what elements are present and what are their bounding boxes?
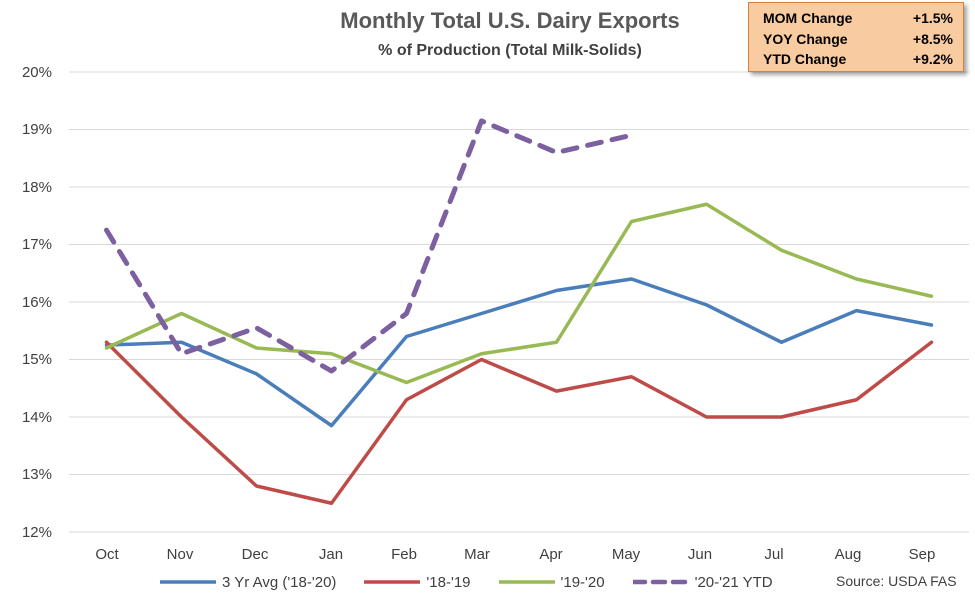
legend-label: 3 Yr Avg ('18-'20) bbox=[222, 573, 337, 591]
x-tick-label: Jul bbox=[764, 546, 784, 563]
x-tick-label: Jun bbox=[687, 546, 713, 563]
legend-label: '19-'20 bbox=[560, 573, 605, 591]
stat-label: YTD Change bbox=[763, 51, 847, 67]
stat-row-yoy: YOY Change +8.5% bbox=[763, 29, 953, 50]
change-summary-box: MOM Change +1.5% YOY Change +8.5% YTD Ch… bbox=[748, 2, 964, 72]
x-tick-label: Sep bbox=[908, 546, 936, 563]
y-tick-label: 13% bbox=[21, 466, 52, 483]
legend-label: '20-'21 YTD bbox=[694, 573, 773, 591]
legend-swatch bbox=[632, 579, 689, 585]
y-tick-label: 17% bbox=[21, 236, 52, 253]
y-tick-label: 12% bbox=[21, 524, 52, 541]
series-line bbox=[104, 202, 934, 385]
x-tick-label: Nov bbox=[166, 546, 194, 563]
x-tick-label: Mar bbox=[464, 546, 490, 563]
x-tick-label: Jan bbox=[318, 546, 344, 563]
chart-legend: 3 Yr Avg ('18-'20) '18-'19 '19-'20 '20-'… bbox=[160, 571, 801, 593]
chart-subtitle: % of Production (Total Milk-Solids) bbox=[378, 42, 642, 59]
x-tick-label: Aug bbox=[834, 546, 862, 563]
x-tick-label: Feb bbox=[391, 546, 417, 563]
stat-value: +8.5% bbox=[912, 30, 953, 47]
y-tick-label: 16% bbox=[21, 294, 52, 311]
stat-value: +1.5% bbox=[912, 10, 953, 26]
y-tick-label: 18% bbox=[21, 179, 52, 196]
series-lines bbox=[104, 118, 934, 505]
y-tick-label: 19% bbox=[21, 121, 52, 138]
y-tick-label: 20% bbox=[21, 64, 52, 81]
x-tick-label: Dec bbox=[241, 546, 269, 563]
legend-swatch bbox=[364, 580, 421, 584]
y-tick-label: 15% bbox=[21, 351, 52, 368]
series-line bbox=[104, 340, 934, 505]
legend-item: '20-'21 YTD bbox=[632, 573, 773, 591]
x-tick-label: Oct bbox=[95, 546, 119, 563]
chart-title: Monthly Total U.S. Dairy Exports bbox=[340, 8, 680, 33]
legend-label: '18-'19 bbox=[426, 573, 471, 591]
legend-swatch bbox=[160, 580, 216, 584]
stat-row-ytd: YTD Change +9.2% bbox=[763, 49, 953, 70]
series-line bbox=[104, 277, 934, 428]
legend-swatch bbox=[498, 580, 555, 584]
legend-item: 3 Yr Avg ('18-'20) bbox=[160, 574, 336, 591]
x-tick-label: May bbox=[611, 546, 641, 563]
legend-item: '18-'19 bbox=[364, 573, 471, 591]
source-note: Source: USDA FAS bbox=[836, 573, 957, 589]
series-line bbox=[104, 118, 634, 374]
stat-row-mom: MOM Change +1.5% bbox=[763, 8, 953, 29]
y-tick-label: 14% bbox=[21, 409, 52, 426]
legend-item: '19-'20 bbox=[498, 573, 605, 591]
stat-label: YOY Change bbox=[763, 30, 848, 47]
stat-label: MOM Change bbox=[763, 10, 853, 26]
x-tick-label: Apr bbox=[539, 546, 563, 563]
stat-value: +9.2% bbox=[912, 51, 953, 67]
